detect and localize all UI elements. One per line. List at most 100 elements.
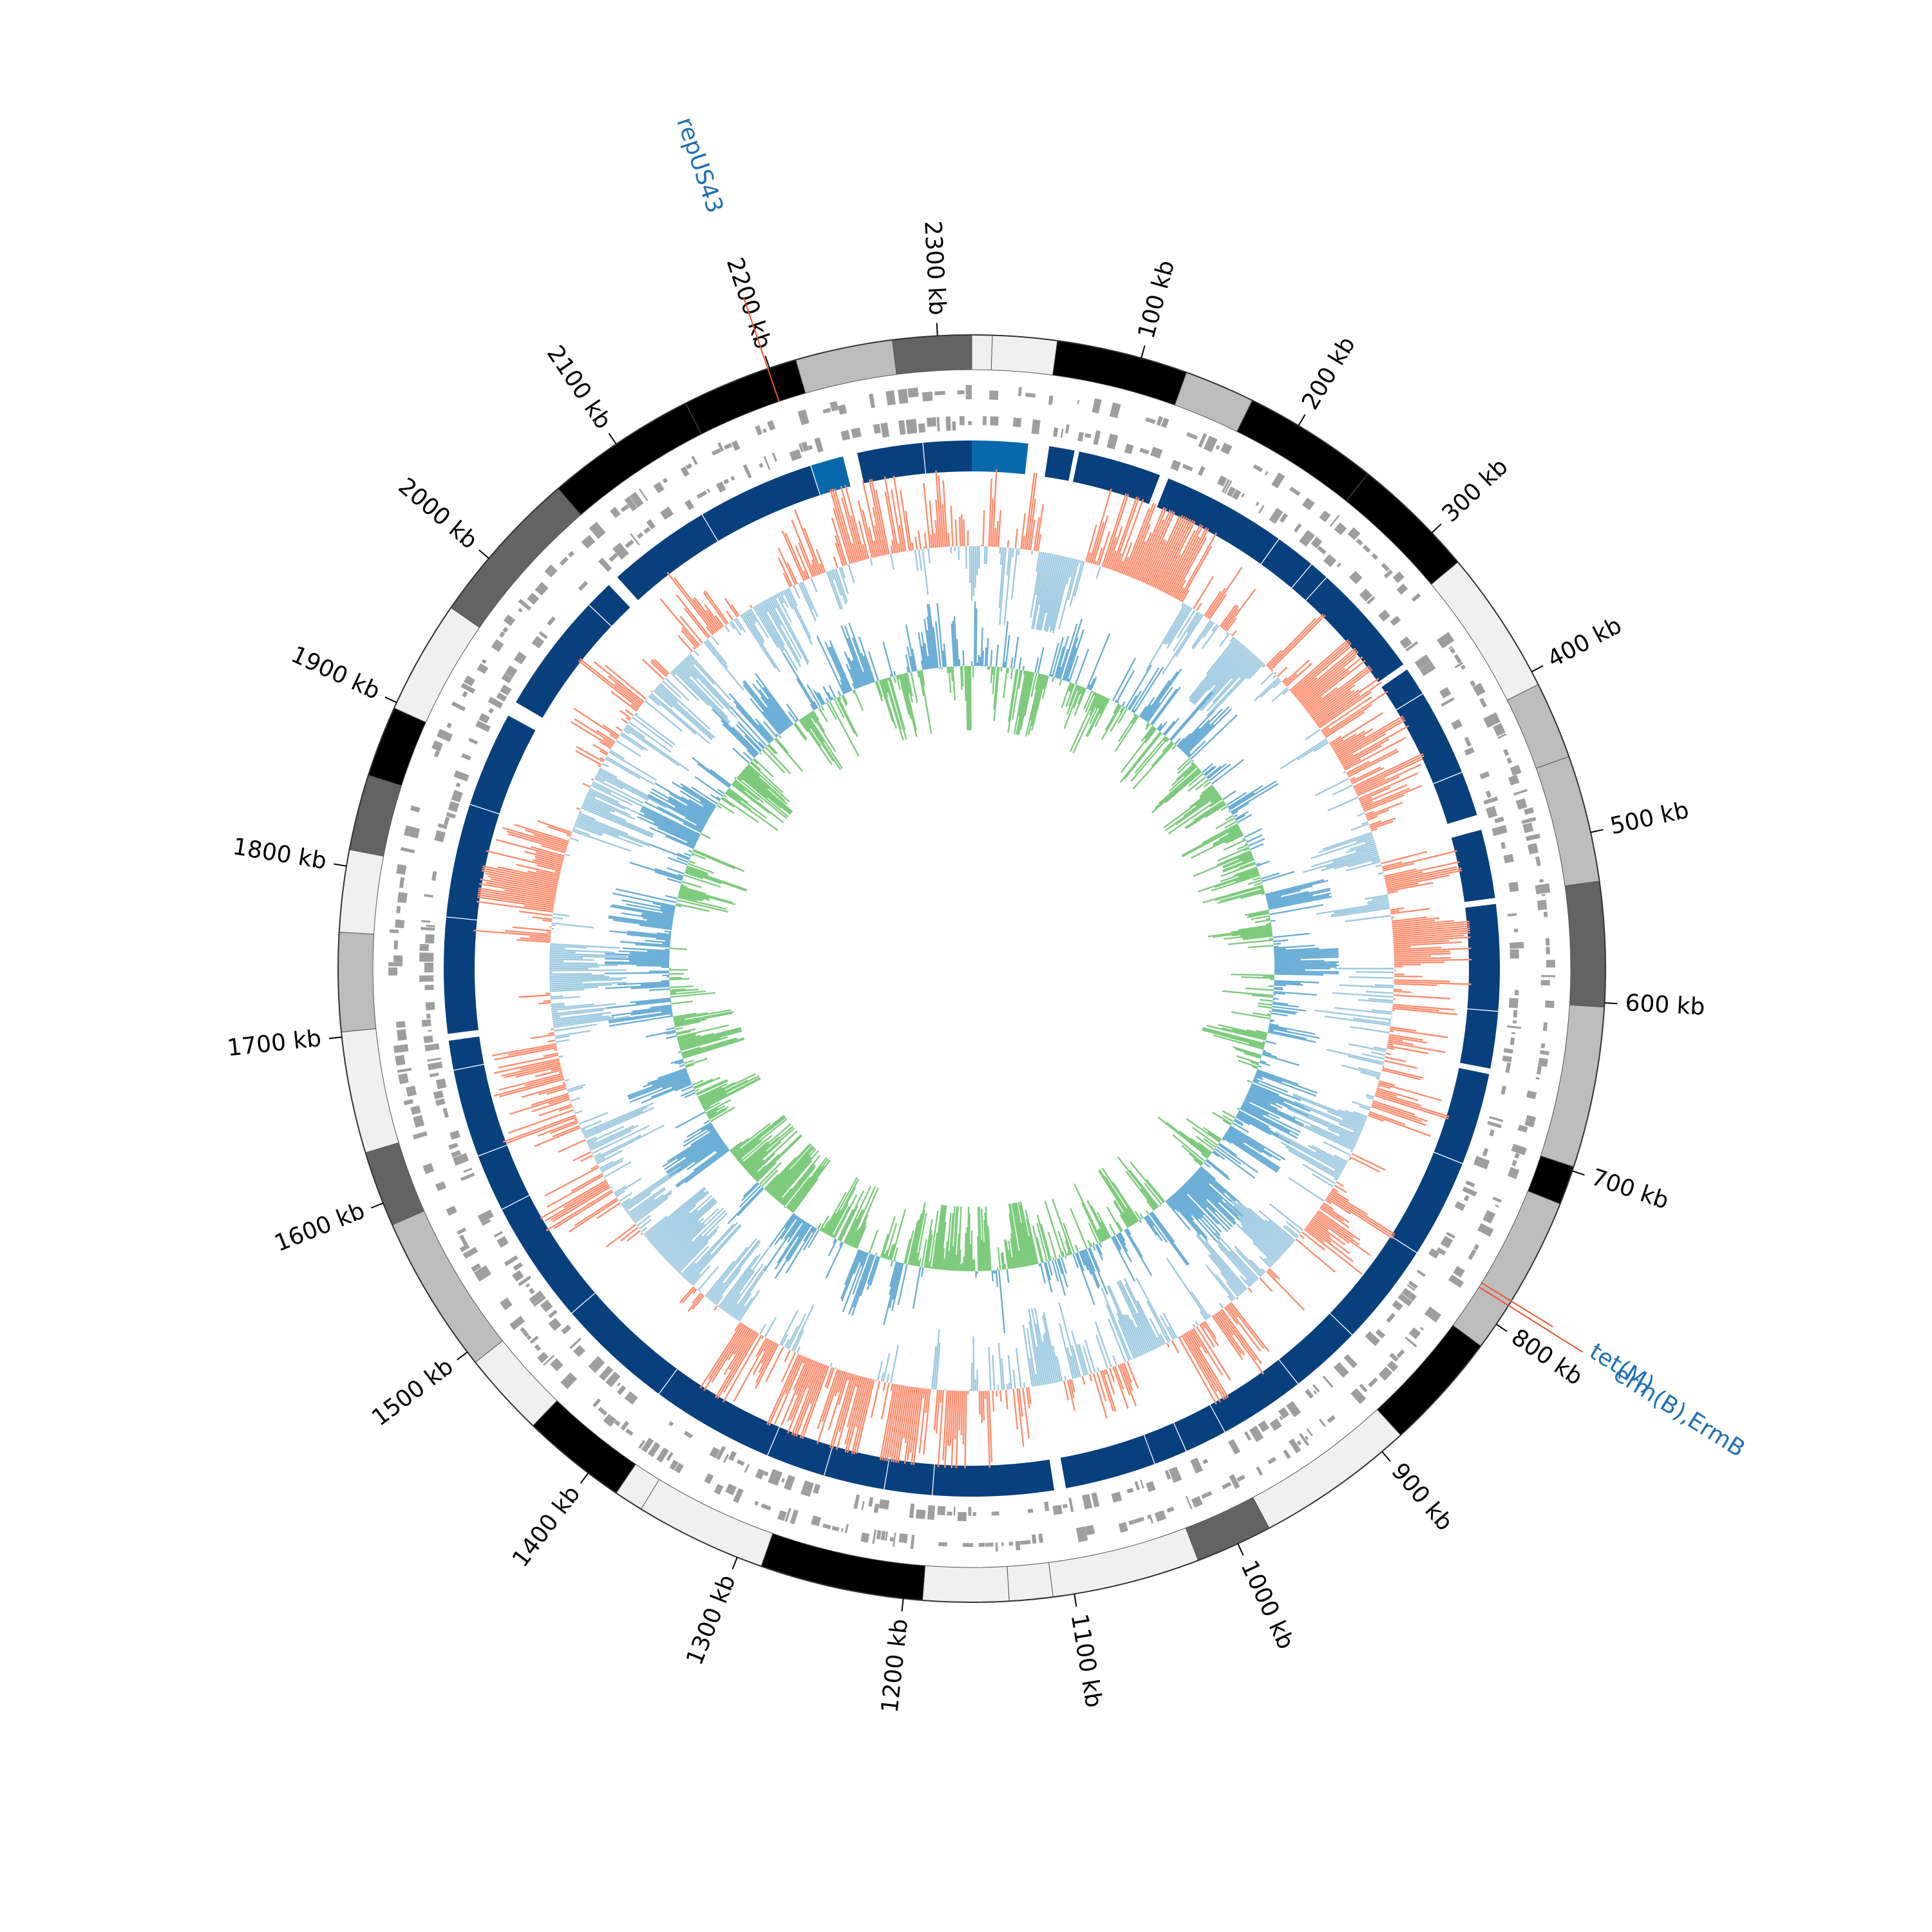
gc-value [776,1150,819,1201]
gc-value [1164,605,1189,645]
gc-value [679,663,724,709]
gene [1311,536,1323,549]
gc-value [1387,1043,1394,1046]
gc-value [1371,1009,1392,1013]
gene [598,557,612,572]
gene [527,592,540,605]
gene [1526,1090,1537,1099]
blast-hit [1330,1236,1417,1335]
gc-value [1315,1151,1345,1168]
gc-value [1204,766,1215,775]
gc-value [1260,1268,1266,1273]
gc-value [1302,1231,1325,1251]
gc-value [1189,788,1216,808]
gc-value [1018,670,1023,689]
gc-value [609,734,618,740]
gc-value [1249,843,1264,851]
gc-value [1244,1099,1251,1103]
gc-value [1211,1112,1233,1125]
gc-value [679,888,735,905]
gc-value [946,667,949,674]
gc-value [728,693,773,743]
gc-value [1097,1228,1105,1242]
gc-value [669,947,687,951]
gc-value [724,598,739,618]
gc-value [724,625,730,632]
gc-value [1101,1168,1139,1223]
gene [617,1382,621,1387]
gc-value [1370,1105,1426,1126]
gc-value [914,549,919,571]
gene [434,830,446,842]
gene [781,1478,785,1483]
gc-value [674,1012,733,1025]
gc-value [1090,1205,1109,1240]
gc-value [755,1337,768,1358]
gene [1359,589,1373,602]
gene [1411,592,1421,602]
gc-value [803,528,822,574]
gene [431,871,437,881]
gc-value [535,851,564,861]
gc-value [855,1378,869,1427]
gene [784,1508,791,1522]
gc-value [774,738,803,772]
gene [396,864,407,875]
gene [1052,1504,1063,1515]
gene [730,475,735,481]
gc-value [825,1242,844,1279]
gc-value [1273,680,1282,689]
gc-value [632,716,674,748]
gene [501,673,513,683]
gc-value [1356,763,1422,795]
gc-value [1266,895,1282,901]
gene [543,1354,555,1366]
gene [612,542,629,560]
gc-value [826,1209,842,1235]
blast-hit [1306,578,1404,683]
gc-value [667,1137,721,1175]
gc-value [1265,885,1313,898]
gc-value [886,677,889,681]
gc-value [884,678,904,741]
gc-value [549,989,585,992]
gc-value [1179,545,1213,602]
gc-value [1075,1253,1095,1305]
gc-value [708,1108,728,1120]
gene [1465,1180,1475,1188]
gc-value [1394,952,1451,956]
gc-value [1312,1217,1329,1231]
gene [1134,1481,1140,1491]
gc-value [574,822,603,835]
gene [1454,1201,1466,1211]
gc-value [976,546,979,576]
gc-value [752,1165,766,1179]
gc-value [1225,1202,1283,1256]
gene [1279,513,1288,523]
gene [529,1336,539,1344]
gc-value [1226,617,1237,632]
gc-value [629,862,683,880]
gene [1362,544,1371,553]
gc-value [1213,1034,1264,1050]
gc-value [682,1037,744,1058]
gc-value [884,1384,899,1461]
gc-value [723,794,727,798]
gc-value [842,694,848,705]
gc-value [608,676,643,705]
gc-value [1382,1067,1424,1079]
gc-value [1116,1221,1123,1232]
gc-value [679,790,714,812]
gc-value [518,994,551,998]
gc-value [725,791,752,811]
gc-value [1219,1310,1257,1361]
gc-value [1090,693,1099,711]
gc-value [590,1130,632,1151]
gc-value [822,686,832,701]
gc-value [844,1377,866,1453]
gc-value [550,995,564,998]
gc-value [1254,1075,1264,1081]
gc-value [1211,1315,1244,1360]
gc-value [1166,1343,1170,1348]
gene [518,598,532,611]
